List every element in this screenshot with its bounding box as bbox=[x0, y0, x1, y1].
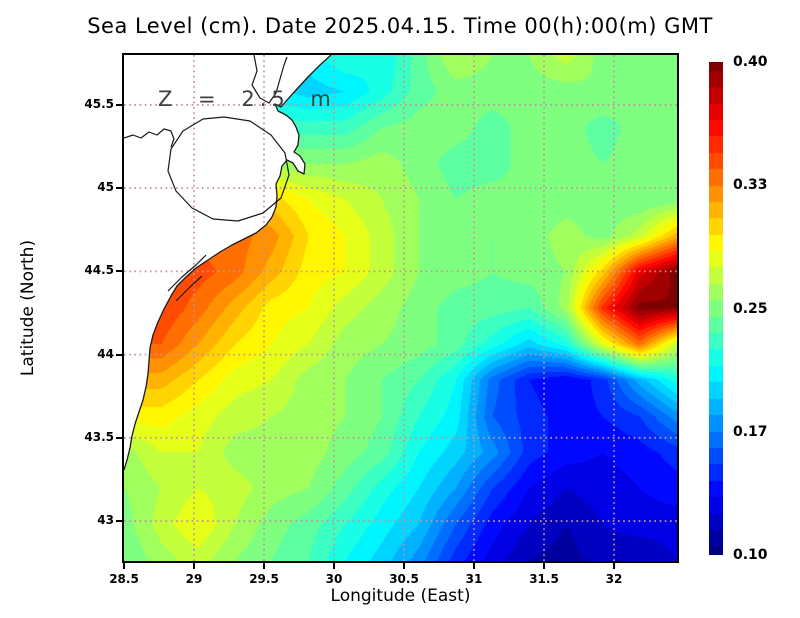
colorbar-tick-label: 0.25 bbox=[733, 300, 768, 317]
x-axis-tick bbox=[403, 563, 405, 569]
river-line bbox=[124, 128, 175, 148]
lagoon-outline bbox=[167, 116, 290, 222]
x-axis-tick bbox=[263, 563, 265, 569]
x-axis-tick bbox=[193, 563, 195, 569]
delta-spit-line bbox=[167, 254, 207, 292]
x-tick-label: 31 bbox=[465, 572, 483, 586]
colorbar-tick-label: 0.17 bbox=[733, 423, 768, 440]
y-tick-label: 43 bbox=[97, 513, 114, 528]
x-tick-label: 28.5 bbox=[109, 572, 139, 586]
x-axis-tick bbox=[333, 563, 335, 569]
y-axis-tick bbox=[116, 187, 122, 190]
y-axis-label: Latitude (North) bbox=[18, 239, 38, 377]
colorbar-tick-label: 0.40 bbox=[733, 54, 768, 70]
figure-title: Sea Level (cm). Date 2025.04.15. Time 00… bbox=[87, 14, 713, 38]
x-axis-label: Longitude (East) bbox=[330, 586, 471, 606]
liman-outline bbox=[251, 55, 288, 104]
y-tick-label: 45.5 bbox=[84, 96, 114, 111]
coastline bbox=[124, 55, 332, 471]
x-tick-label: 29.5 bbox=[249, 572, 279, 586]
y-axis-tick bbox=[116, 270, 122, 273]
x-axis-tick bbox=[543, 563, 545, 569]
delta-spit-line bbox=[175, 275, 203, 302]
colorbar bbox=[709, 62, 723, 555]
y-tick-label: 45 bbox=[97, 180, 114, 195]
x-tick-label: 30.5 bbox=[389, 572, 419, 586]
map-plot-area: Z = 2.5 m bbox=[122, 53, 679, 563]
y-tick-label: 44 bbox=[97, 346, 114, 361]
colorbar-tick-label: 0.33 bbox=[733, 177, 768, 194]
depth-annotation: Z = 2.5 m bbox=[158, 87, 336, 111]
x-axis-tick bbox=[123, 563, 125, 569]
x-tick-label: 32 bbox=[605, 572, 623, 586]
y-axis-tick bbox=[116, 103, 122, 106]
x-axis-tick bbox=[473, 563, 475, 569]
colorbar-tick-label: 0.10 bbox=[733, 547, 768, 563]
x-tick-label: 31.5 bbox=[529, 572, 559, 586]
y-tick-label: 43.5 bbox=[84, 429, 114, 444]
y-axis-tick bbox=[116, 520, 122, 523]
y-tick-label: 44.5 bbox=[84, 263, 114, 278]
y-axis-tick bbox=[116, 436, 122, 439]
y-axis-tick bbox=[116, 353, 122, 356]
land-mask bbox=[124, 55, 331, 470]
coastline-grid-overlay bbox=[124, 55, 677, 561]
x-tick-label: 29 bbox=[185, 572, 203, 586]
x-tick-label: 30 bbox=[325, 572, 343, 586]
x-axis-tick bbox=[613, 563, 615, 569]
